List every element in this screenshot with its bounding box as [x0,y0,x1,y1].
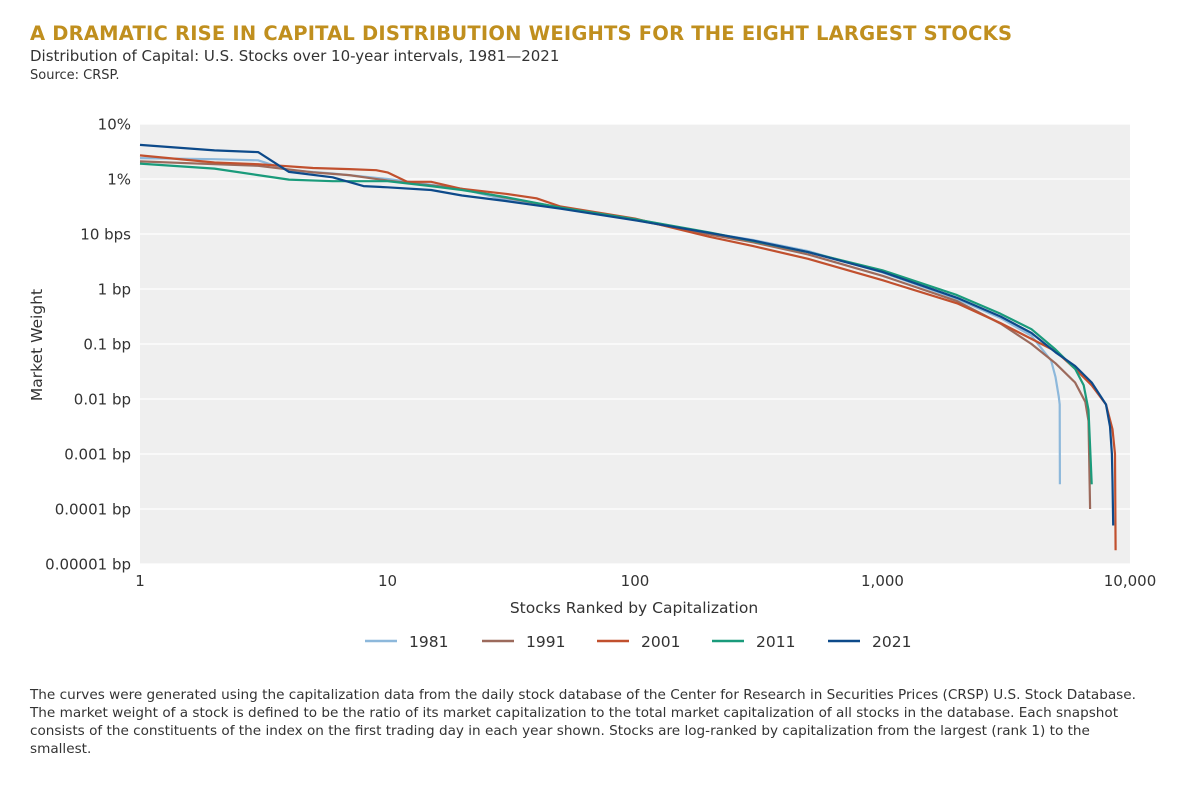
x-tick-label: 1 [135,572,145,590]
legend-label-1981: 1981 [409,633,448,651]
y-tick-label: 10% [98,116,131,134]
legend-label-2021: 2021 [872,633,911,651]
y-tick-label: 1% [107,171,131,189]
x-tick-label: 10,000 [1104,572,1157,590]
x-tick-label: 1,000 [861,572,904,590]
x-tick-label: 100 [621,572,650,590]
legend: 1981 1991 2001 2011 2021 [365,633,911,651]
series-line-2021 [139,143,1115,526]
x-axis-label: Stocks Ranked by Capitalization [510,599,758,617]
legend-label-2011: 2011 [756,633,795,651]
y-axis-label: Market Weight [28,289,46,401]
chart-subtitle: Distribution of Capital: U.S. Stocks ove… [30,47,560,65]
y-tick-label: 0.001 bp [64,446,131,464]
x-tick-label: 10 [378,572,397,590]
y-tick-label: 0.01 bp [74,391,131,409]
source-note: Source: CRSP. [30,68,120,83]
chart-canvas: 10% 1% 10 bps 1 bp 0.1 bp 0.01 bp 0.001 bp 0.00… [28,116,1157,652]
footnote: The curves were generated using the capi… [30,687,1136,757]
legend-label-1991: 1991 [526,633,565,651]
y-tick-label: 10 bps [80,226,131,244]
legend-label-2001: 2001 [641,633,680,651]
y-tick-label: 0.00001 bp [45,556,131,574]
series-line-1991 [139,160,1092,510]
y-tick-label: 0.1 bp [83,336,131,354]
y-tick-label: 1 bp [98,281,131,299]
chart-title: A DRAMATIC RISE IN CAPITAL DISTRIBUTION … [30,22,1013,45]
y-tick-label: 0.0001 bp [55,501,131,519]
